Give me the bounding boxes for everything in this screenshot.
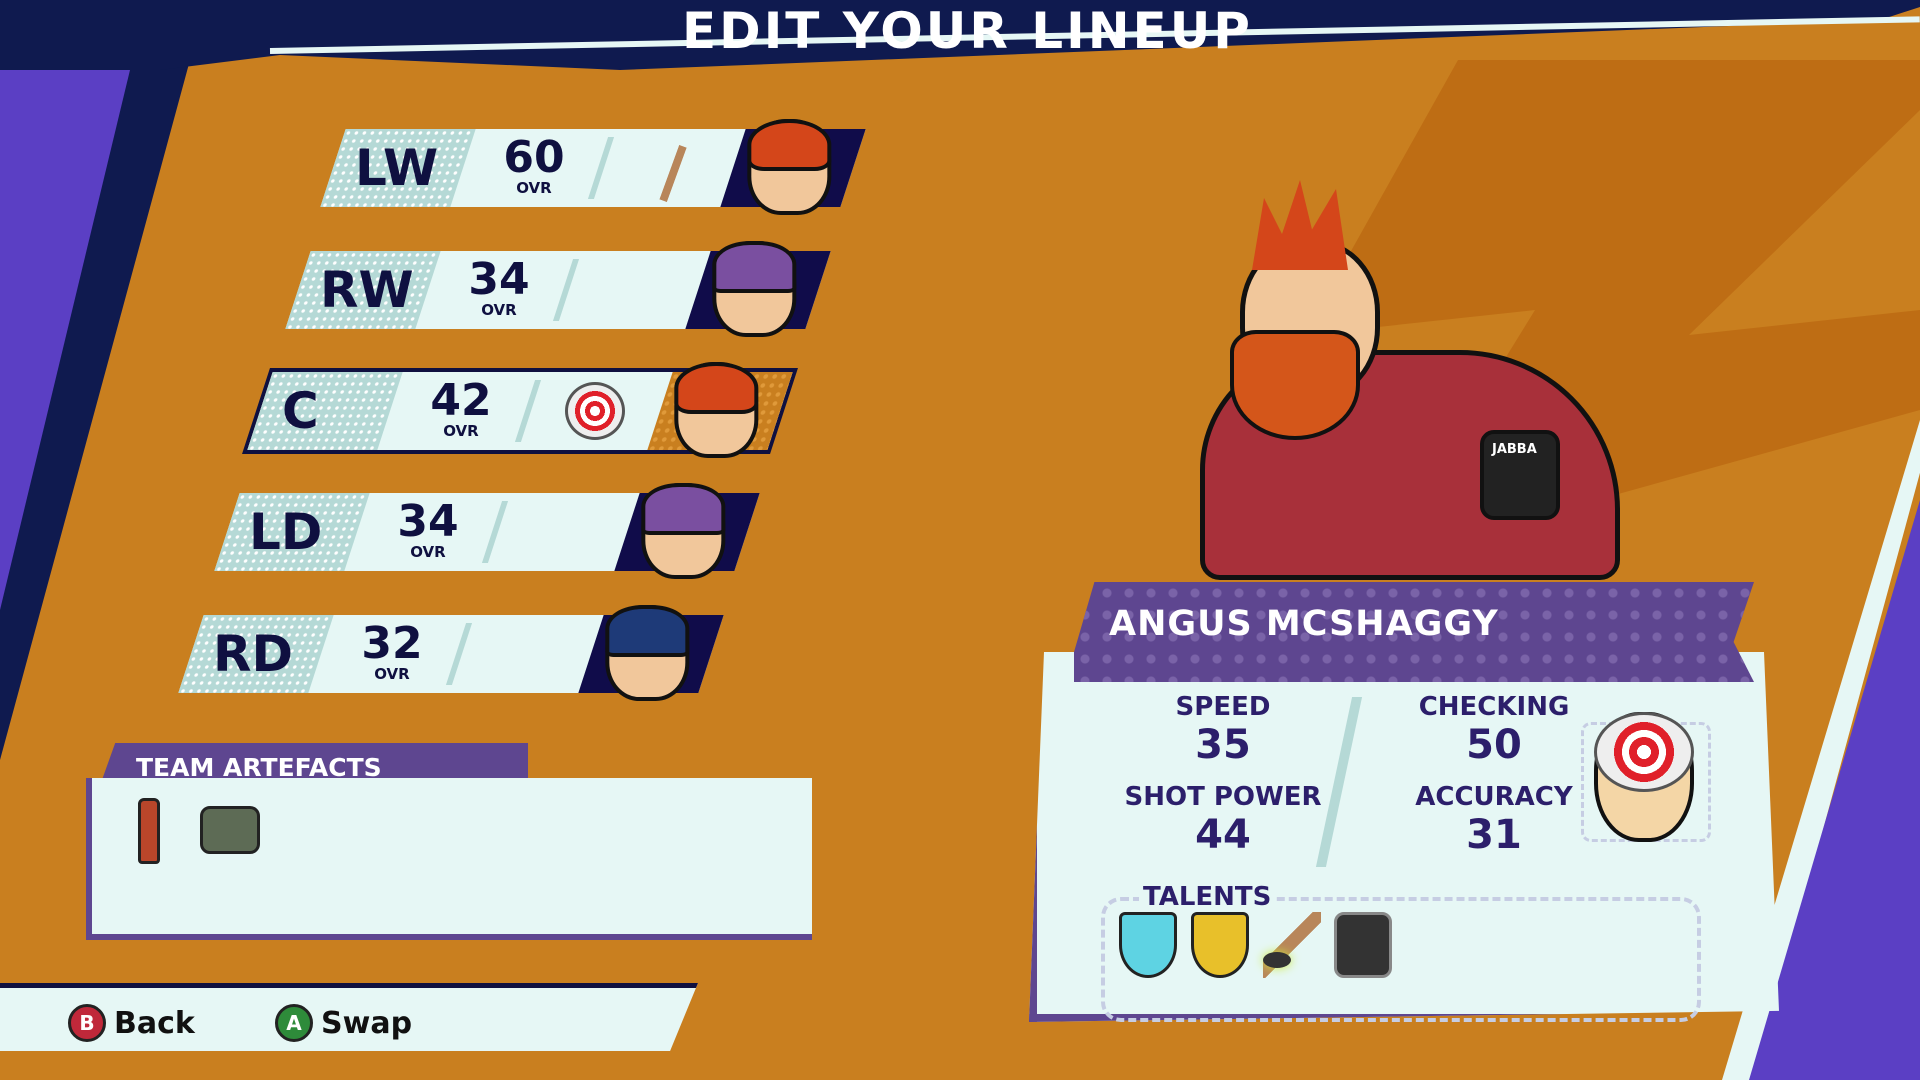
lineup-row-rd[interactable]: RD 32 OVR [178, 605, 724, 701]
lineup-row-ld[interactable]: LD 34 OVR [214, 483, 760, 579]
player-portrait [674, 362, 759, 458]
lineup-row-lw[interactable]: LW 60 OVR [320, 119, 866, 215]
player-character-illustration: JABBA [1200, 180, 1640, 580]
ovr-value: 34 [397, 496, 459, 547]
stat-label: SHOT POWER [1124, 782, 1322, 812]
xray-icon[interactable] [1334, 912, 1392, 978]
position-label: C [282, 382, 319, 440]
player-portrait [712, 241, 797, 337]
helmet [641, 483, 726, 535]
hair [747, 119, 832, 171]
target-helmet [1594, 712, 1694, 792]
stick-puck-icon[interactable] [1263, 912, 1321, 978]
lineup-row-c[interactable]: C 42 OVR [243, 362, 797, 458]
stat-accuracy: ACCURACY 31 [1374, 782, 1614, 858]
back-button[interactable]: B Back [68, 1004, 195, 1042]
position-label: RD [213, 625, 294, 683]
target-helmet-icon[interactable] [1581, 712, 1711, 842]
ovr-rating: 42 OVR [411, 375, 511, 440]
player-portrait [641, 483, 726, 579]
ovr-value: 42 [430, 375, 492, 426]
ovr-rating: 32 OVR [342, 618, 442, 683]
stat-speed: SPEED 35 [1103, 692, 1343, 768]
stat-label: SPEED [1175, 692, 1271, 722]
position-label: LD [249, 503, 323, 561]
position-label: RW [320, 261, 414, 319]
ovr-label: OVR [374, 665, 410, 683]
back-label: Back [114, 1005, 195, 1041]
ovr-value: 60 [503, 132, 565, 183]
player-details-panel: ANGUS MCSHAGGY SPEED 35 CHECKING 50 SHOT P… [1029, 582, 1779, 1022]
team-artefacts-panel [86, 778, 812, 940]
stat-value: 44 [1195, 812, 1251, 858]
ovr-label: OVR [481, 301, 517, 319]
ovr-value: 32 [361, 618, 423, 669]
stat-value: 35 [1195, 722, 1251, 768]
glove: JABBA [1480, 430, 1560, 520]
controls-bar: B Back A Swap [0, 983, 698, 1051]
hair [674, 362, 759, 414]
stat-value: 50 [1466, 722, 1522, 768]
ovr-rating: 34 OVR [449, 254, 549, 319]
ovr-label: OVR [516, 179, 552, 197]
beard [1230, 330, 1360, 440]
ovr-label: OVR [443, 422, 479, 440]
ovr-rating: 60 OVR [484, 132, 584, 197]
helmet [605, 605, 690, 657]
position-cell [247, 372, 403, 450]
helmet [712, 241, 797, 293]
stat-checking: CHECKING 50 [1374, 692, 1614, 768]
gold-fist-shield-icon[interactable] [1191, 912, 1249, 978]
mohawk [1252, 180, 1348, 270]
ovr-value: 34 [468, 254, 530, 305]
b-button-icon: B [68, 1004, 106, 1042]
player-name-banner [1074, 582, 1754, 682]
stat-label: ACCURACY [1415, 782, 1573, 812]
swap-button[interactable]: A Swap [275, 1004, 412, 1042]
screen-title: EDIT YOUR LINEUP [682, 2, 1253, 60]
ovr-rating: 34 OVR [378, 496, 478, 561]
stat-label: CHECKING [1418, 692, 1570, 722]
lineup-row-rw[interactable]: RW 34 OVR [285, 241, 831, 337]
player-name: ANGUS MCSHAGGY [1109, 604, 1499, 644]
player-portrait [605, 605, 690, 701]
target-helmet-icon [565, 382, 625, 440]
bottle-icon[interactable] [138, 798, 160, 864]
position-label: LW [355, 139, 439, 197]
talents-slot [1101, 897, 1701, 1022]
ovr-label: OVR [410, 543, 446, 561]
a-button-icon: A [275, 1004, 313, 1042]
player-portrait [747, 119, 832, 215]
talents-label: TALENTS [1139, 882, 1276, 912]
blue-fist-shield-icon[interactable] [1119, 912, 1177, 978]
puck [1263, 952, 1291, 968]
stat-value: 31 [1466, 812, 1522, 858]
swap-label: Swap [321, 1005, 413, 1041]
radio-device-icon[interactable] [200, 806, 260, 854]
stat-shot-power: SHOT POWER 44 [1103, 782, 1343, 858]
